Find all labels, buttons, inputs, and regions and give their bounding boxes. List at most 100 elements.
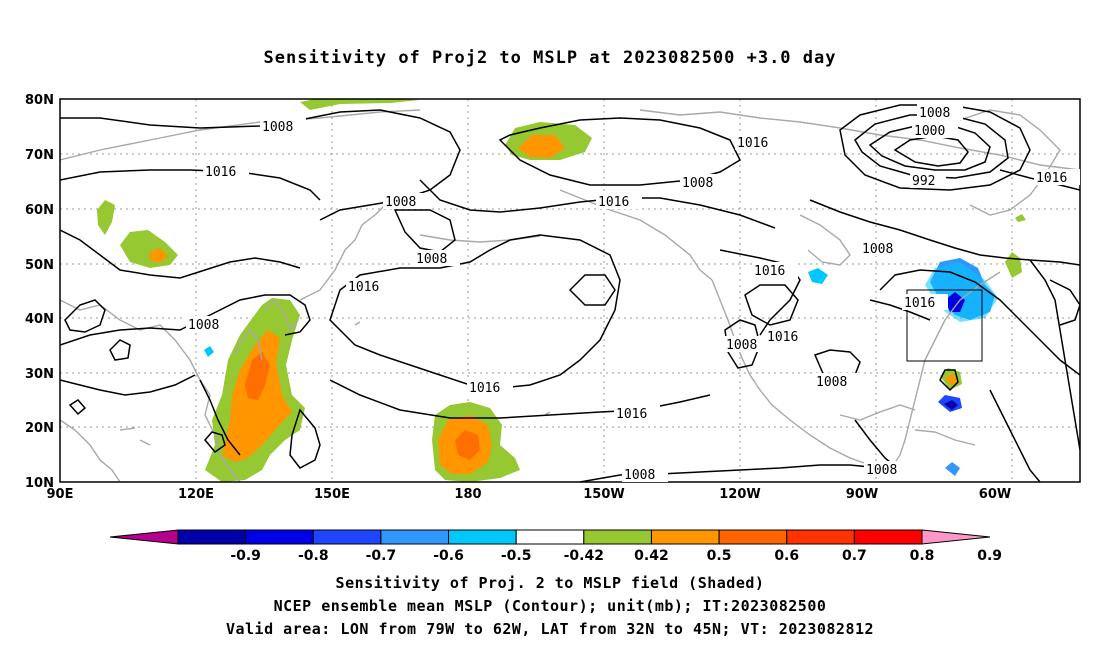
coast-east-na <box>889 271 1001 471</box>
negative-region-small-west <box>204 346 214 357</box>
contour-label: 1016 <box>348 280 379 295</box>
contour-label: 1008 <box>682 176 713 191</box>
colorbar-tick-label: -0.9 <box>230 548 261 564</box>
colorbar-tick-label: 0.42 <box>634 548 669 564</box>
colorbar-segment <box>853 529 923 545</box>
contour-1008-atlantic <box>809 199 1080 266</box>
contour-labels: 1008 1016 1008 1016 1008 1016 1008 1008 … <box>186 104 1080 483</box>
contour-icelandic-mid1 <box>854 114 1009 179</box>
colorbar-segment <box>177 529 247 545</box>
contour-label: 1016 <box>904 296 935 311</box>
lat-label: 10N <box>25 476 54 491</box>
contour-label: 992 <box>912 174 935 189</box>
contour-typhoon <box>204 431 226 454</box>
colorbar <box>109 529 991 545</box>
colorbar-tick-label: 0.9 <box>977 548 1002 564</box>
contour-label: 1008 <box>919 106 950 121</box>
contour-label: 1008 <box>385 195 416 210</box>
contour-atlantic-low <box>1049 279 1080 326</box>
coast-east-asia <box>60 299 241 482</box>
contour-na-low <box>744 284 799 326</box>
lat-label: 20N <box>25 421 54 436</box>
colorbar-tick-label: -0.42 <box>564 548 604 564</box>
contour-992-icelandic-inner <box>893 135 969 167</box>
contour-label: 1008 <box>188 318 219 333</box>
contour-label: 1008 <box>816 375 847 390</box>
contour-1016-pacific-high-outer <box>329 234 621 389</box>
colorbar-segment <box>718 529 788 545</box>
map-border <box>59 98 1081 483</box>
colorbar-max-triangle <box>921 529 991 545</box>
contour-trade <box>989 389 1041 482</box>
contour-1000-icelandic-outer <box>839 104 1031 191</box>
lon-label: 90E <box>47 487 74 502</box>
colorbar-tick-label: -0.8 <box>298 548 329 564</box>
colorbar-segment <box>245 529 314 545</box>
colorbar-segment <box>515 529 585 545</box>
colorbar-segment <box>786 529 855 545</box>
footer-line-contour: NCEP ensemble mean MSLP (Contour); unit(… <box>273 597 827 615</box>
contour-1016-midlat-asia <box>60 229 301 279</box>
negative-region-newfoundland-dark <box>945 292 965 312</box>
lon-label: 180 <box>454 487 481 502</box>
coast-hudson <box>799 214 851 266</box>
contour-label: 1016 <box>598 195 629 210</box>
lat-label: 40N <box>25 312 54 327</box>
colorbar-tick-label: 0.5 <box>707 548 732 564</box>
contour-bermuda-low <box>939 369 959 392</box>
colorbar-min-triangle <box>109 529 179 545</box>
colorbar-segment <box>312 529 382 545</box>
contour-pacific-high-inner <box>568 274 616 306</box>
colorbar-tick-label: 0.6 <box>774 548 799 564</box>
lat-axis-labels: 80N 70N 60N 50N 40N 30N 20N 10N <box>25 93 54 491</box>
colorbar-labels: -0.9 -0.8 -0.7 -0.6 -0.5 -0.42 0.42 0.5 0.6 0.7 0.… <box>230 548 1002 564</box>
lon-label: 90W <box>846 487 878 502</box>
contour-1016-north-pacific <box>419 179 776 229</box>
lon-label: 150E <box>314 487 350 502</box>
coast-kamchatka <box>299 204 386 301</box>
colorbar-segment <box>448 529 517 545</box>
positive-region-siberia-orange <box>150 248 168 263</box>
coastlines <box>60 109 1080 482</box>
contour-1008-small-low <box>393 209 456 253</box>
contour-1008-west-pacific <box>60 294 311 346</box>
colorbar-tick-label: 0.7 <box>842 548 867 564</box>
contour-label: 1008 <box>624 468 655 483</box>
contour-1016-west-na <box>719 249 801 336</box>
colorbar-tick-label: -0.7 <box>366 548 397 564</box>
positive-region-bermuda-orange <box>945 374 958 386</box>
lat-label: 70N <box>25 148 54 163</box>
contour-label: 1016 <box>754 264 785 279</box>
positive-region-alaska-small <box>1015 214 1026 222</box>
coast-siberia <box>60 109 421 161</box>
coast-indochina <box>60 419 121 482</box>
contour-east-asia-wave <box>60 374 196 396</box>
coast-west-na <box>711 279 891 471</box>
contour-label: 1016 <box>1036 171 1067 186</box>
coast-gulf <box>839 404 916 421</box>
contour-1008-west-na-low <box>724 319 761 369</box>
positive-region-arctic-orange <box>518 135 565 158</box>
colorbar-segment <box>380 529 450 545</box>
contour-label: 1008 <box>262 120 293 135</box>
contour-label: 1016 <box>205 165 236 180</box>
contour-wp-ext <box>289 408 321 469</box>
contour-1016-east-coast <box>869 299 931 321</box>
positive-region-dateline-dark <box>455 430 480 460</box>
coast-islands-pacific <box>119 321 551 446</box>
sensitivity-shading <box>97 99 1026 482</box>
lon-label: 60W <box>979 487 1011 502</box>
valid-area-box <box>906 289 983 362</box>
lat-label: 60N <box>25 203 54 218</box>
lat-label: 80N <box>25 93 54 108</box>
contour-label: 1016 <box>616 407 647 422</box>
coast-korea-japan <box>234 298 299 361</box>
coast-greenland <box>959 109 1061 216</box>
lon-label: 120E <box>178 487 214 502</box>
lon-label: 120W <box>719 487 760 502</box>
coast-arctic-canada <box>639 109 1080 171</box>
contour-label: 1016 <box>469 381 500 396</box>
contour-wp-trough <box>199 379 241 456</box>
contour-label: 1016 <box>767 330 798 345</box>
positive-region-north-pacific <box>300 99 420 110</box>
